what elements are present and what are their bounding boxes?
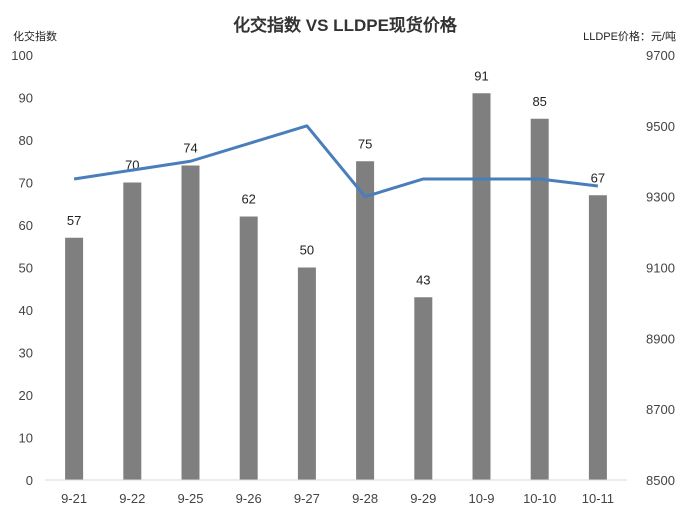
bar-data-label: 91 (474, 68, 488, 83)
left-tick-label: 40 (19, 303, 33, 318)
left-tick-label: 0 (26, 473, 33, 488)
chart-title: 化交指数 VS LLDPE现货价格 (233, 15, 458, 35)
bar (356, 161, 375, 480)
x-tick-label: 9-29 (410, 491, 436, 506)
left-tick-label: 70 (19, 176, 33, 191)
bar-data-label: 67 (591, 170, 605, 185)
x-tick-label: 9-28 (352, 491, 378, 506)
right-axis-label: LLDPE价格：元/吨 (583, 29, 676, 43)
x-tick-label: 10-11 (582, 491, 614, 506)
bar (181, 165, 200, 480)
left-tick-label: 100 (11, 48, 33, 63)
x-tick-label: 10-9 (468, 491, 494, 506)
x-tick-label: 9-22 (119, 491, 145, 506)
bar (530, 118, 549, 480)
right-tick-label: 8900 (646, 331, 675, 346)
bar-data-label: 62 (241, 192, 255, 207)
bar (123, 182, 142, 480)
left-tick-label: 90 (19, 91, 33, 106)
bar-data-label: 57 (67, 213, 81, 228)
right-tick-label: 8700 (646, 402, 675, 417)
x-axis-tick-labels: 9-21 9-22 9-25 9-26 9-27 9-28 9-29 10-9 10-10 10-… (61, 491, 614, 506)
right-tick-label: 8500 (646, 473, 675, 488)
bar (297, 267, 316, 480)
x-tick-label: 10-10 (523, 491, 556, 506)
left-tick-label: 30 (19, 346, 33, 361)
right-tick-label: 9300 (646, 190, 675, 205)
bar (65, 237, 84, 480)
left-tick-label: 50 (19, 261, 33, 276)
bar-data-label: 74 (183, 141, 197, 156)
bar (588, 195, 607, 480)
right-tick-label: 9100 (646, 261, 675, 276)
bar (472, 93, 491, 480)
x-tick-label: 9-21 (61, 491, 87, 506)
bar-data-label: 85 (532, 94, 546, 109)
x-tick-label: 9-25 (177, 491, 203, 506)
right-axis-ticks: 8500 8700 8900 9100 9300 9500 9700 (646, 48, 675, 488)
x-tick-label: 9-27 (294, 491, 320, 506)
bar-data-label: 43 (416, 272, 430, 287)
left-axis-label: 化交指数 (13, 29, 57, 43)
price-line (73, 124, 599, 199)
left-tick-label: 10 (19, 431, 33, 446)
bar-data-label: 50 (300, 243, 314, 258)
left-tick-label: 80 (19, 133, 33, 148)
bar-series (65, 93, 607, 480)
left-tick-label: 20 (19, 388, 33, 403)
bar (414, 297, 433, 480)
left-tick-label: 60 (19, 218, 33, 233)
right-tick-label: 9500 (646, 119, 675, 134)
right-tick-label: 9700 (646, 48, 675, 63)
bar-data-label: 75 (358, 136, 372, 151)
bar (239, 216, 258, 480)
x-tick-label: 9-26 (236, 491, 262, 506)
left-axis-ticks: 0 10 20 30 40 50 60 70 80 90 100 (11, 48, 33, 488)
